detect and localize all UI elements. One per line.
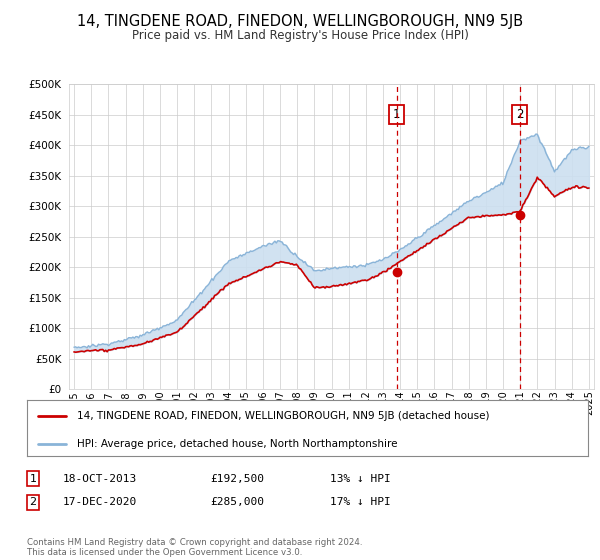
Text: HPI: Average price, detached house, North Northamptonshire: HPI: Average price, detached house, Nort… — [77, 439, 398, 449]
Text: 14, TINGDENE ROAD, FINEDON, WELLINGBOROUGH, NN9 5JB (detached house): 14, TINGDENE ROAD, FINEDON, WELLINGBOROU… — [77, 410, 490, 421]
Text: Price paid vs. HM Land Registry's House Price Index (HPI): Price paid vs. HM Land Registry's House … — [131, 29, 469, 42]
Text: Contains HM Land Registry data © Crown copyright and database right 2024.
This d: Contains HM Land Registry data © Crown c… — [27, 538, 362, 557]
Text: 1: 1 — [29, 474, 37, 484]
Text: 17-DEC-2020: 17-DEC-2020 — [63, 497, 137, 507]
Text: 17% ↓ HPI: 17% ↓ HPI — [330, 497, 391, 507]
Text: 14, TINGDENE ROAD, FINEDON, WELLINGBOROUGH, NN9 5JB: 14, TINGDENE ROAD, FINEDON, WELLINGBOROU… — [77, 14, 523, 29]
Text: £192,500: £192,500 — [210, 474, 264, 484]
Text: 2: 2 — [516, 108, 523, 121]
Text: 18-OCT-2013: 18-OCT-2013 — [63, 474, 137, 484]
Text: £285,000: £285,000 — [210, 497, 264, 507]
Text: 2: 2 — [29, 497, 37, 507]
Text: 1: 1 — [393, 108, 400, 121]
Text: 13% ↓ HPI: 13% ↓ HPI — [330, 474, 391, 484]
